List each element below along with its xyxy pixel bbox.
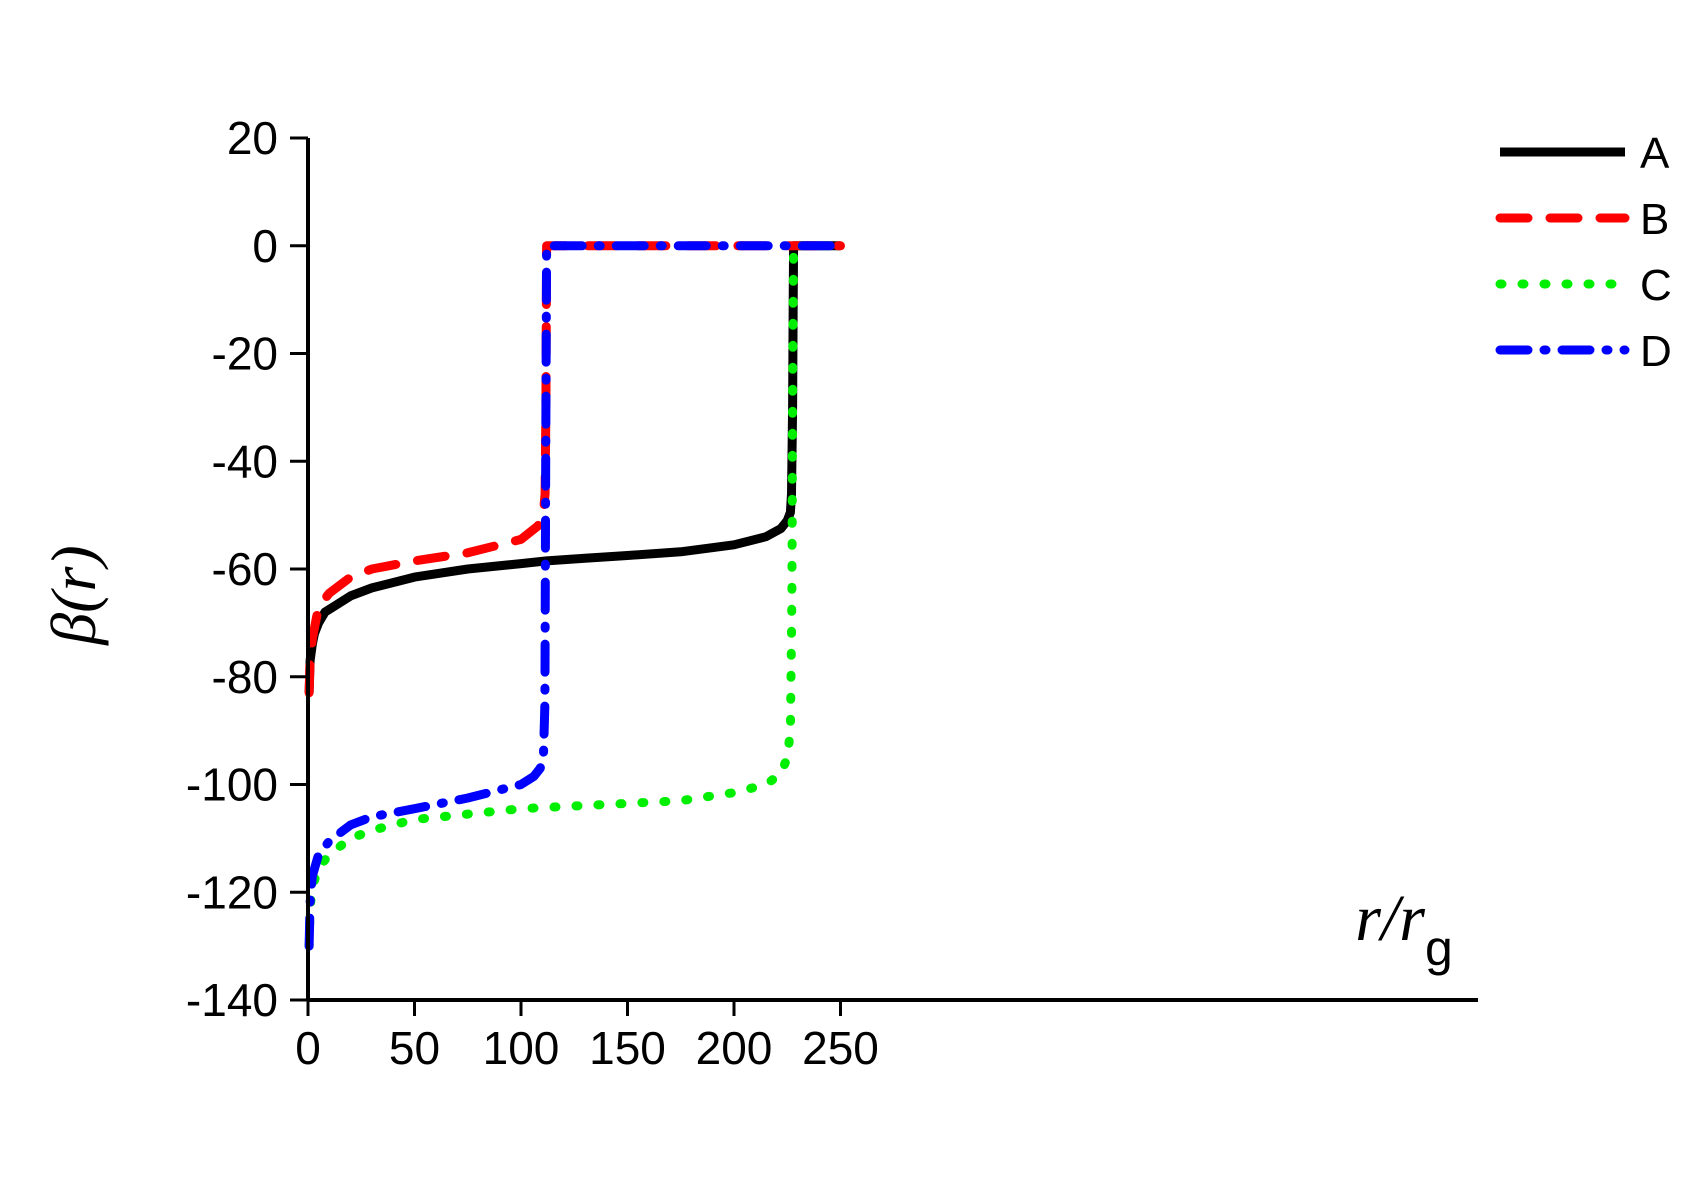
- legend-label-C: C: [1640, 261, 1672, 310]
- x-tick-label: 50: [389, 1022, 440, 1074]
- legend-label-B: B: [1640, 195, 1669, 244]
- y-tick-label: -120: [186, 866, 278, 918]
- y-tick-label: -140: [186, 974, 278, 1026]
- x-tick-label: 0: [295, 1022, 321, 1074]
- legend-label-D: D: [1640, 327, 1672, 376]
- series-line-D: [304, 241, 845, 951]
- legend-label-A: A: [1640, 129, 1670, 178]
- y-axis-title-main: β(: [38, 588, 109, 647]
- y-tick-label: -20: [212, 328, 278, 380]
- y-axis-title: β(r): [38, 545, 109, 646]
- y-axis-title-close: ): [38, 545, 109, 570]
- y-axis-title-var: r: [38, 566, 109, 592]
- y-tick-label: -60: [212, 543, 278, 595]
- x-axis-title: r/r: [1355, 882, 1425, 955]
- y-tick-label: 0: [252, 220, 278, 272]
- y-tick-label: -40: [212, 435, 278, 487]
- series-line-B: [304, 241, 845, 698]
- series-layer: [304, 241, 845, 951]
- series-line-C: [304, 241, 845, 951]
- y-tick-label: 20: [227, 112, 278, 164]
- y-tick-label: -80: [212, 651, 278, 703]
- x-axis-title-main: r/r: [1355, 882, 1425, 955]
- x-tick-label: 200: [696, 1022, 773, 1074]
- x-tick-label: 100: [483, 1022, 560, 1074]
- series-line-A: [304, 241, 841, 694]
- x-axis-title-sub: g: [1425, 920, 1453, 976]
- x-tick-label: 250: [802, 1022, 879, 1074]
- y-tick-label: -100: [186, 759, 278, 811]
- x-tick-label: 150: [589, 1022, 666, 1074]
